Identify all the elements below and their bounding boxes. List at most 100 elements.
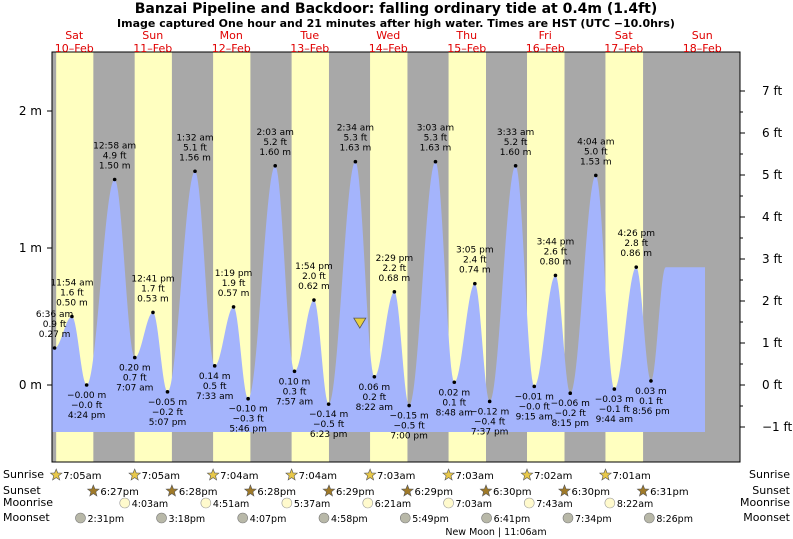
sunset-icon <box>322 484 336 497</box>
moonrise-row-label-right: Moonrise <box>740 496 790 509</box>
tide-label: 1.63 m <box>340 144 372 154</box>
sunrise-icon <box>598 468 612 481</box>
moonset-row-label: Moonset <box>3 511 50 524</box>
tide-label: 0.5 ft <box>203 382 227 392</box>
moonset-icon <box>644 512 655 524</box>
tide-label: 11:54 am <box>50 279 93 289</box>
tide-extreme-point <box>84 383 89 387</box>
tide-level-area <box>52 161 705 433</box>
tide-label: −0.14 m <box>309 410 348 420</box>
tide-label: 3:33 am <box>497 128 534 138</box>
sunset-icon <box>165 484 179 497</box>
tide-extreme-point <box>513 164 518 168</box>
tide-label: 6:23 pm <box>310 430 348 440</box>
tide-label: 0.57 m <box>218 289 250 299</box>
day-headers: Sat10–FebSun11–FebMon12–FebTue13–FebWed1… <box>55 29 722 55</box>
day-name: Sat <box>615 29 634 42</box>
tide-label: 5.0 ft <box>584 147 608 157</box>
day-name: Fri <box>539 29 552 42</box>
sunset-time: 6:31pm <box>650 487 689 498</box>
tide-label: 0.14 m <box>199 372 231 382</box>
tide-extreme-point <box>273 164 278 168</box>
chart-title: Banzai Pipeline and Backdoor: falling or… <box>135 1 658 17</box>
day-name: Tue <box>299 29 319 42</box>
moonrise-icon <box>119 497 131 509</box>
moonrise-icon <box>362 497 374 509</box>
tide-label: 8:22 am <box>356 403 393 413</box>
sunrise-time: 7:04am <box>299 471 337 482</box>
tide-extreme-point <box>487 399 492 404</box>
sunset-time: 6:29pm <box>414 487 453 498</box>
tide-extreme-point <box>151 310 155 315</box>
sunrise-time: 7:01am <box>612 471 650 482</box>
moonset-time: 4:07pm <box>250 514 287 525</box>
sunrise-icon <box>49 468 63 481</box>
tide-label: −0.05 m <box>148 398 187 408</box>
tide-label: 0.10 m <box>279 377 311 387</box>
tide-labels: 6:36 am0.9 ft0.27 m 11:54 am1.6 ft0.50 m −… <box>36 124 670 442</box>
tide-label: 0.06 m <box>359 383 391 393</box>
day-name: Mon <box>220 29 243 42</box>
tide-extreme-point <box>112 177 117 182</box>
tide-label: −0.5 ft <box>313 420 345 430</box>
tide-label: −0.06 m <box>551 399 590 409</box>
moonrise-icon <box>604 497 616 509</box>
day-date: 18–Feb <box>683 42 722 55</box>
tide-label: 8:15 pm <box>551 419 589 429</box>
tide-label: 7:07 am <box>116 384 153 394</box>
tide-label: 5.3 ft <box>344 134 368 144</box>
tide-extreme-point <box>594 173 598 178</box>
tide-label: 0.68 m <box>379 274 411 284</box>
tide-extreme-point <box>70 314 74 319</box>
tide-label: 5.2 ft <box>504 138 528 148</box>
tide-label: 1.56 m <box>179 153 211 163</box>
tide-label: 5.2 ft <box>263 138 287 148</box>
tide-label: 5:07 pm <box>149 418 187 428</box>
tide-label: 0.03 m <box>635 387 667 397</box>
tide-extreme-point <box>473 281 477 286</box>
current-tide-marker <box>353 317 367 329</box>
day-date: 10–Feb <box>55 42 94 55</box>
tide-label: −0.4 ft <box>474 417 506 427</box>
tide-label: 1.7 ft <box>141 284 165 294</box>
tide-extreme-point <box>193 169 197 174</box>
tide-area <box>52 161 705 433</box>
tide-label: 2:03 am <box>257 128 294 138</box>
tide-label: 0.74 m <box>459 266 491 276</box>
right-tick-label: 1 ft <box>762 336 782 350</box>
sunrise-time: 7:03am <box>456 471 494 482</box>
moonrise-time: 7:03am <box>456 499 492 510</box>
day-name: Thu <box>455 29 477 42</box>
sunrise-icon <box>442 468 456 481</box>
day-name: Sat <box>65 29 84 42</box>
tide-label: −0.01 m <box>515 392 554 402</box>
tide-label: 0.3 ft <box>283 387 307 397</box>
tide-label: 2.4 ft <box>463 256 487 266</box>
tide-label: 0.1 ft <box>639 397 663 407</box>
tide-label: 4:04 am <box>577 137 614 147</box>
tide-extreme-point <box>165 390 170 394</box>
moonset-icon <box>318 512 330 524</box>
tide-label: 2.6 ft <box>544 247 568 257</box>
tide-label: −0.3 ft <box>232 415 264 425</box>
moonrise-row-label: Moonrise <box>3 496 53 509</box>
day-date: 16–Feb <box>526 42 565 55</box>
sunset-icon <box>86 484 100 497</box>
moonrise-time: 5:37am <box>294 499 330 510</box>
tide-extreme-point <box>407 403 411 408</box>
tide-extreme-point <box>312 298 316 302</box>
tide-label: 0.86 m <box>620 249 652 259</box>
tide-extreme-point <box>212 364 217 368</box>
tide-extreme-point <box>231 305 236 309</box>
moonset-row-label-right: Moonset <box>743 511 790 524</box>
tide-label: 1.60 m <box>500 148 532 158</box>
moonset-icon <box>75 512 86 524</box>
tide-label: 7:33 am <box>196 392 233 402</box>
right-tick-label: 0 ft <box>762 378 782 392</box>
tide-extreme-point <box>52 346 57 350</box>
moonrise-icon <box>200 497 212 509</box>
day-name: Wed <box>376 29 400 42</box>
day-date: 11–Feb <box>133 42 172 55</box>
sunrise-row-label-right: Sunrise <box>749 468 790 481</box>
